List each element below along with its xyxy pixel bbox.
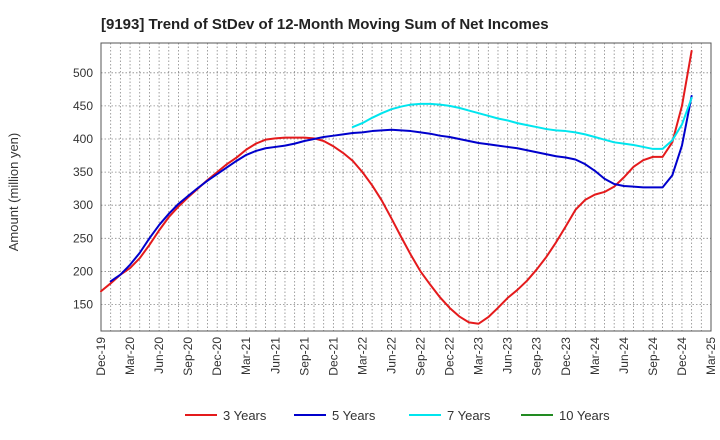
- x-tick-label: Jun-22: [384, 337, 398, 374]
- y-axis-label: Amount (million yen): [6, 133, 21, 252]
- x-tick-label: Jun-23: [501, 337, 515, 374]
- plot-border: [100, 42, 712, 332]
- x-tick-label: Sep-24: [646, 337, 660, 376]
- y-tick-label: 300: [73, 198, 93, 212]
- x-tick-label: Mar-23: [472, 337, 486, 375]
- x-tick-label: Mar-24: [588, 337, 602, 375]
- x-tick-label: Dec-21: [326, 337, 340, 376]
- x-tick-label: Jun-24: [617, 337, 631, 374]
- y-tick-label: 250: [73, 231, 93, 245]
- x-tick-label: Sep-20: [181, 337, 195, 376]
- y-tick-label: 400: [73, 132, 93, 146]
- x-tick-label: Jun-20: [152, 337, 166, 374]
- x-tick-label: Dec-22: [443, 337, 457, 376]
- x-tick-label: Mar-22: [355, 337, 369, 375]
- x-tick-label: Sep-22: [414, 337, 428, 376]
- x-tick-label: Dec-19: [94, 337, 108, 376]
- series-line-7-years: [351, 96, 693, 150]
- chart-title: [9193] Trend of StDev of 12-Month Moving…: [101, 16, 549, 33]
- legend-label-10-years: 10 Years: [559, 408, 610, 423]
- x-tick-label: Mar-20: [123, 337, 137, 375]
- x-tick-label: Dec-24: [675, 337, 689, 376]
- y-tick-label: 350: [73, 165, 93, 179]
- x-tick-label: Dec-20: [210, 337, 224, 376]
- plot-area: [101, 43, 711, 331]
- legend-label-3-years: 3 Years: [223, 408, 267, 423]
- legend-label-7-years: 7 Years: [447, 408, 491, 423]
- y-tick-label: 500: [73, 66, 93, 80]
- x-tick-label: Dec-23: [559, 337, 573, 376]
- x-tick-label: Sep-21: [297, 337, 311, 376]
- x-tick-label: Jun-21: [268, 337, 282, 374]
- legend-label-5-years: 5 Years: [332, 408, 376, 423]
- y-tick-label: 150: [73, 298, 93, 312]
- y-tick-label: 450: [73, 99, 93, 113]
- x-tick-label: Mar-25: [704, 337, 718, 375]
- y-tick-label: 200: [73, 264, 93, 278]
- x-tick-label: Sep-23: [530, 337, 544, 376]
- x-tick-label: Mar-21: [239, 337, 253, 375]
- series-line-5-years: [109, 94, 693, 283]
